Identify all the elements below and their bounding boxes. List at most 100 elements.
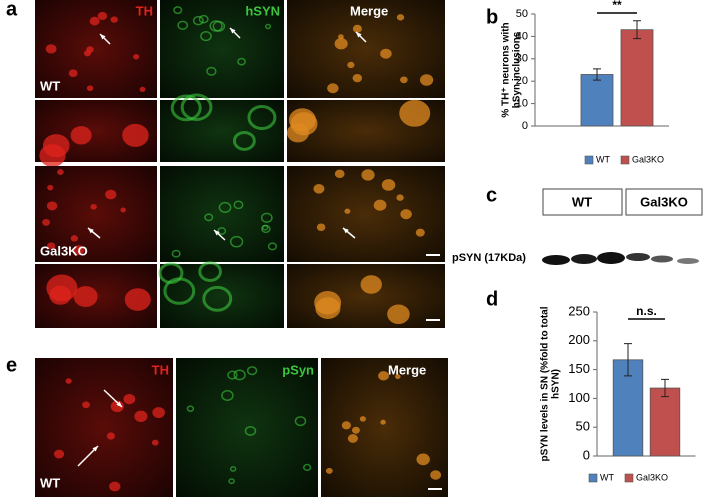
cell — [200, 31, 212, 42]
error-bar — [633, 20, 641, 40]
y-axis-label: pSYN levels in SN (%fold to total — [540, 306, 551, 461]
image-label: WT — [40, 475, 60, 490]
cell — [171, 249, 181, 258]
cell — [264, 23, 272, 30]
panel-label: d — [486, 288, 498, 310]
cell — [247, 104, 277, 131]
micrograph — [321, 358, 448, 497]
image-label: Merge — [388, 362, 426, 377]
cell — [212, 20, 226, 32]
cell — [133, 53, 140, 60]
arrow-head — [214, 230, 220, 236]
cell — [46, 242, 56, 250]
cell — [73, 245, 85, 256]
cell — [228, 478, 235, 485]
error-bar — [624, 343, 632, 377]
cell — [347, 61, 355, 69]
image-label: TH — [136, 3, 153, 18]
cell — [400, 76, 408, 84]
cell — [70, 126, 92, 145]
bar — [620, 29, 654, 127]
blot — [542, 252, 699, 265]
cell — [360, 275, 382, 294]
cell — [134, 410, 148, 423]
cell — [65, 378, 72, 384]
legend-label: WT — [600, 472, 614, 482]
cell — [233, 200, 244, 210]
y-tick-label: 250 — [568, 303, 590, 318]
legend-swatch — [624, 473, 634, 483]
cell — [344, 208, 351, 214]
micrograph — [35, 358, 173, 497]
cell — [347, 434, 358, 443]
cell — [233, 369, 246, 381]
y-tick-label: 0 — [583, 447, 590, 462]
cell — [419, 74, 434, 86]
cell — [314, 290, 342, 315]
cell — [97, 11, 108, 21]
annotation: n.s. — [636, 304, 657, 318]
cell — [400, 209, 412, 220]
cell — [373, 199, 387, 211]
panel-label: e — [6, 354, 17, 376]
micrograph — [287, 264, 445, 328]
cell — [170, 94, 202, 122]
cell — [57, 169, 64, 175]
cell — [139, 86, 146, 93]
cell — [180, 93, 213, 121]
cell — [229, 466, 237, 472]
cell — [47, 184, 54, 191]
y-tick-label: 40 — [516, 30, 528, 42]
cell — [45, 44, 57, 54]
cell — [334, 37, 348, 50]
arrow-head — [88, 228, 94, 234]
cell — [352, 24, 362, 33]
cell — [313, 184, 325, 194]
image-label: Merge — [350, 3, 388, 18]
cell — [227, 370, 238, 380]
cell — [380, 419, 386, 425]
arrow-head — [343, 228, 349, 234]
cell — [105, 189, 117, 200]
cell — [338, 34, 344, 40]
cell — [152, 407, 165, 419]
cell — [396, 14, 405, 21]
cell — [246, 366, 258, 376]
cell — [49, 285, 72, 305]
cell — [89, 16, 100, 26]
cell — [396, 194, 404, 201]
image-label: Gal3KO — [40, 243, 88, 258]
cell — [316, 223, 326, 232]
cell — [380, 48, 392, 59]
cell — [202, 285, 233, 312]
micrograph — [160, 100, 284, 162]
cell — [218, 201, 232, 213]
cell — [90, 204, 97, 210]
cell — [260, 212, 273, 223]
arrow-head — [356, 32, 362, 38]
cell — [229, 235, 244, 248]
error-bar — [661, 378, 669, 398]
y-tick-label: 0 — [522, 120, 528, 132]
y-axis-label: hSyn inclusions — [512, 31, 523, 108]
arrow-head — [230, 28, 236, 34]
cell — [416, 453, 430, 466]
image-label: TH — [152, 362, 169, 377]
cell — [303, 463, 312, 472]
group-box — [625, 188, 703, 216]
cell — [351, 426, 360, 434]
arrow-head — [100, 34, 106, 40]
cell — [341, 421, 351, 430]
image-label: pSyn — [282, 362, 314, 377]
annotation: ** — [612, 0, 622, 12]
micrograph — [287, 166, 445, 262]
arrow-head — [116, 401, 122, 407]
panel-label: b — [486, 6, 498, 28]
cell — [70, 235, 79, 242]
cell — [173, 6, 183, 15]
cell — [430, 470, 442, 480]
cell — [334, 169, 345, 179]
cell — [109, 481, 121, 492]
cell — [122, 123, 149, 147]
